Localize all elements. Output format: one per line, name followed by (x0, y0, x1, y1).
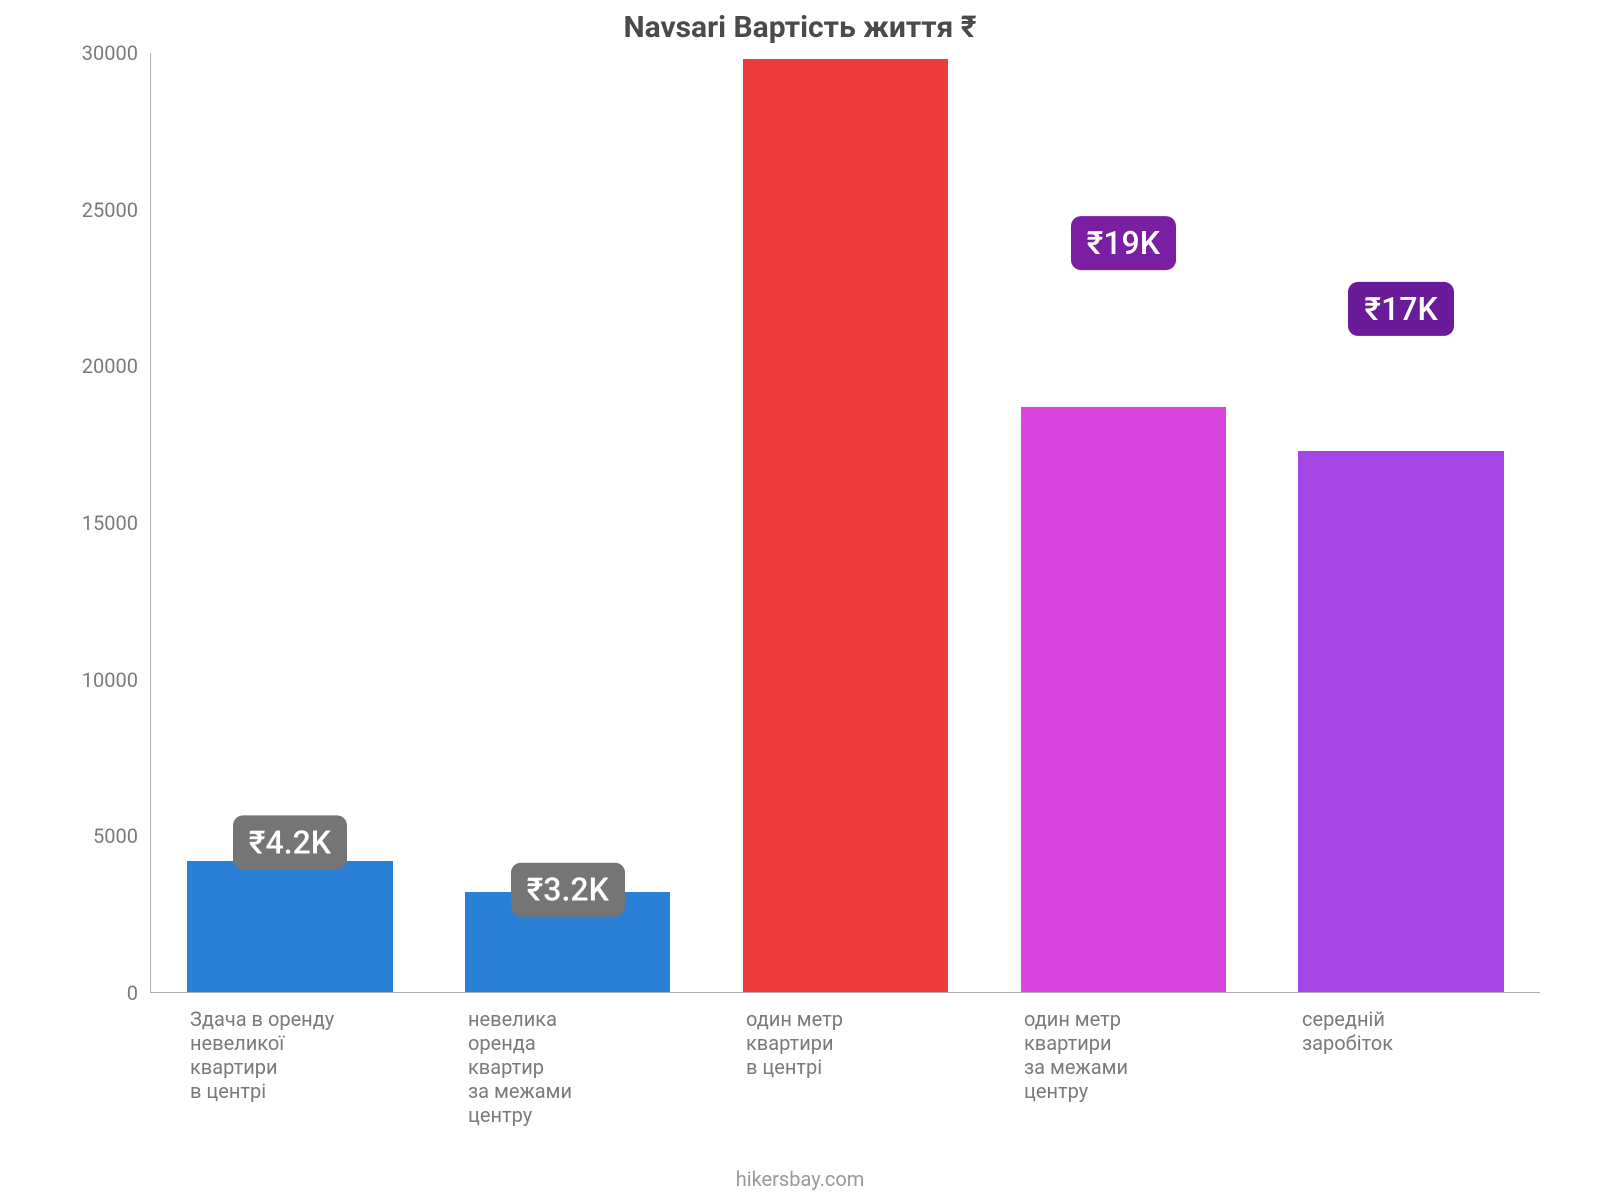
bar-slot: ₹3.2K (429, 53, 707, 992)
y-tick: 25000 (68, 198, 138, 222)
bar-slot: ₹30K (707, 53, 985, 992)
y-tick: 5000 (68, 824, 138, 848)
x-tick: один метр квартириза межамицентру (984, 993, 1262, 1127)
x-tick: один метр квартирив центрі (706, 993, 984, 1127)
value-badge: ₹19K (1071, 216, 1176, 270)
x-tick-label: середнійзаробіток (1302, 1007, 1393, 1127)
bar: ₹3.2K (465, 892, 671, 992)
bar: ₹17K (1298, 451, 1504, 992)
bar-slot: ₹19K (984, 53, 1262, 992)
x-tick-label: Здача в орендуневеликоїквартирив центрі (190, 1007, 334, 1127)
bar: ₹30K (743, 59, 949, 992)
value-badge: ₹3.2K (511, 863, 625, 917)
x-axis: Здача в орендуневеликоїквартирив центрі н… (150, 993, 1540, 1127)
cost-of-living-chart: Navsari Вартість життя ₹ 0 5000 10000 15000… (60, 10, 1540, 1191)
bars-container: ₹4.2K ₹3.2K ₹30K ₹19K ₹17K (151, 53, 1540, 992)
x-tick: середнійзаробіток (1262, 993, 1540, 1127)
bar: ₹19K (1021, 407, 1227, 992)
y-tick: 20000 (68, 354, 138, 378)
value-badge: ₹17K (1348, 282, 1453, 336)
y-tick: 30000 (68, 41, 138, 65)
plot-area: ₹4.2K ₹3.2K ₹30K ₹19K ₹17K (150, 53, 1540, 993)
bar-slot: ₹17K (1262, 53, 1540, 992)
value-badge: ₹4.2K (233, 816, 347, 870)
x-tick: Здача в орендуневеликоїквартирив центрі (150, 993, 428, 1127)
chart-title: Navsari Вартість життя ₹ (60, 10, 1540, 45)
y-axis: 050001000015000200002500030000 (60, 53, 150, 993)
source-label: hikersbay.com (60, 1167, 1540, 1191)
x-tick-label: невеликаорендаквартирза межамицентру (468, 1007, 572, 1127)
y-tick: 15000 (68, 511, 138, 535)
y-tick: 0 (68, 981, 138, 1005)
x-tick-label: один метр квартириза межамицентру (1024, 1007, 1194, 1127)
plot-row: 050001000015000200002500030000 ₹4.2K₹3.2… (60, 53, 1540, 993)
bar: ₹4.2K (187, 861, 393, 992)
y-tick: 10000 (68, 668, 138, 692)
bar-slot: ₹4.2K (151, 53, 429, 992)
x-tick: невеликаорендаквартирза межамицентру (428, 993, 706, 1127)
x-tick-label: один метр квартирив центрі (746, 1007, 916, 1127)
